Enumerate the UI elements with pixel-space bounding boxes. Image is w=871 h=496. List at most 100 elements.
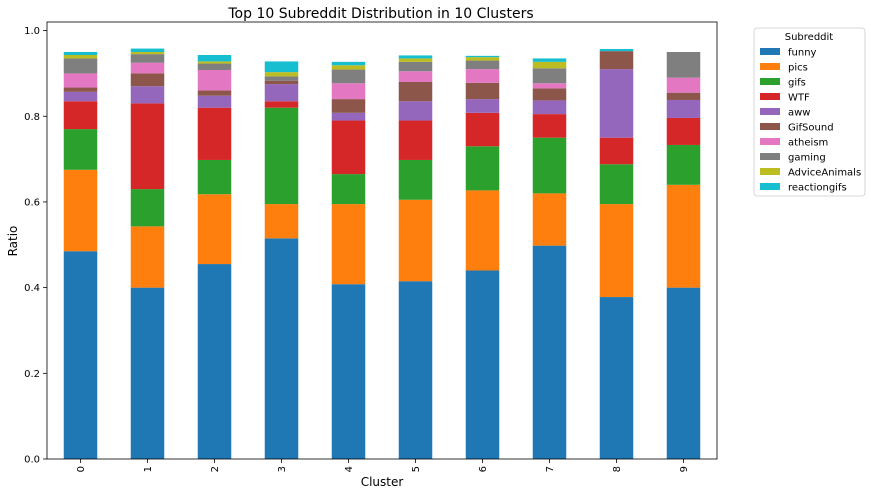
bar-segment-WTF-cluster-6 bbox=[465, 112, 500, 147]
bar-segment-gifs-cluster-2 bbox=[197, 159, 232, 195]
legend-frame bbox=[753, 27, 866, 197]
bar-segment-gaming-cluster-6 bbox=[465, 60, 500, 70]
x-tick-label: 9 bbox=[679, 466, 690, 472]
bar-segment-GifSound-cluster-6 bbox=[465, 82, 500, 100]
y-tick-label: 1.0 bbox=[24, 26, 40, 37]
bar-segment-aww-cluster-2 bbox=[197, 95, 232, 108]
x-tick-label: 8 bbox=[612, 466, 623, 472]
y-axis: 0.0 0.2 0.4 0.6 0.8 1.0 bbox=[24, 26, 47, 466]
legend-items: funny pics gifs WTF aww GifSound atheism gaming… bbox=[760, 48, 861, 194]
bar-segment-reactiongifs-cluster-7 bbox=[532, 58, 567, 62]
x-tick-label: 4 bbox=[344, 466, 355, 472]
legend-label-aww: aww bbox=[788, 108, 811, 119]
bar-segment-funny-cluster-5 bbox=[398, 281, 433, 459]
x-tick-label: 2 bbox=[210, 466, 221, 472]
bar-segment-aww-cluster-0 bbox=[63, 91, 98, 102]
chart-title: Top 10 Subreddit Distribution in 10 Clus… bbox=[227, 6, 533, 22]
bar-segment-AdviceAnimals-cluster-5 bbox=[398, 58, 433, 62]
legend-label-GifSound: GifSound bbox=[788, 123, 834, 134]
bar-segment-gifs-cluster-7 bbox=[532, 137, 567, 194]
legend-label-pics: pics bbox=[788, 63, 808, 74]
x-tick-label: 6 bbox=[478, 466, 489, 472]
bar-segment-gaming-cluster-3 bbox=[264, 76, 299, 81]
bar-segment-reactiongifs-cluster-0 bbox=[63, 51, 98, 55]
bar-segment-WTF-cluster-8 bbox=[599, 137, 634, 165]
y-tick-label: 0.4 bbox=[24, 283, 40, 294]
bar-segment-pics-cluster-3 bbox=[264, 204, 299, 239]
y-tick-label: 0.6 bbox=[24, 197, 40, 208]
x-axis-label: Cluster bbox=[361, 475, 404, 489]
bar-segment-gaming-cluster-1 bbox=[130, 54, 165, 63]
bar-segment-gaming-cluster-7 bbox=[532, 68, 567, 84]
legend-swatch-aww bbox=[760, 108, 780, 115]
legend-swatch-funny bbox=[760, 48, 780, 55]
y-axis-label: Ratio bbox=[6, 226, 20, 257]
legend-label-AdviceAnimals: AdviceAnimals bbox=[788, 168, 861, 179]
bar-segment-pics-cluster-2 bbox=[197, 194, 232, 265]
bar-segment-funny-cluster-4 bbox=[331, 284, 366, 459]
bar-segment-GifSound-cluster-8 bbox=[599, 51, 634, 70]
legend-swatch-WTF bbox=[760, 93, 780, 100]
bar-segment-reactiongifs-cluster-4 bbox=[331, 61, 366, 66]
legend-label-gifs: gifs bbox=[788, 78, 806, 89]
bar-segment-GifSound-cluster-0 bbox=[63, 87, 98, 92]
bar-segment-atheism-cluster-0 bbox=[63, 73, 98, 88]
bar-segment-atheism-cluster-1 bbox=[130, 62, 165, 74]
bar-segment-atheism-cluster-6 bbox=[465, 69, 500, 83]
bar-segment-WTF-cluster-4 bbox=[331, 120, 366, 175]
bar-segment-reactiongifs-cluster-2 bbox=[197, 54, 232, 62]
bar-segment-AdviceAnimals-cluster-1 bbox=[130, 51, 165, 55]
bar-segment-AdviceAnimals-cluster-7 bbox=[532, 61, 567, 69]
bar-segment-GifSound-cluster-5 bbox=[398, 81, 433, 102]
bar-segment-funny-cluster-7 bbox=[532, 245, 567, 459]
bar-segment-gifs-cluster-0 bbox=[63, 129, 98, 170]
bar-segment-atheism-cluster-9 bbox=[666, 77, 701, 93]
bar-segment-AdviceAnimals-cluster-4 bbox=[331, 65, 366, 70]
bar-segment-funny-cluster-0 bbox=[63, 251, 98, 459]
legend-label-atheism: atheism bbox=[788, 138, 828, 149]
bar-segment-GifSound-cluster-2 bbox=[197, 90, 232, 96]
bar-segment-reactiongifs-cluster-8 bbox=[599, 48, 634, 52]
y-tick-label: 0.8 bbox=[24, 112, 40, 123]
bar-segment-gifs-cluster-8 bbox=[599, 164, 634, 205]
bar-segment-reactiongifs-cluster-3 bbox=[264, 61, 299, 73]
bar-segment-reactiongifs-cluster-1 bbox=[130, 48, 165, 52]
bar-segment-atheism-cluster-2 bbox=[197, 69, 232, 91]
bar-segment-pics-cluster-6 bbox=[465, 190, 500, 271]
x-tick-label: 0 bbox=[76, 466, 87, 472]
bar-segment-gifs-cluster-3 bbox=[264, 107, 299, 205]
bar-segment-GifSound-cluster-1 bbox=[130, 73, 165, 87]
bar-segment-GifSound-cluster-3 bbox=[264, 80, 299, 85]
bar-segment-WTF-cluster-1 bbox=[130, 103, 165, 190]
bar-segment-WTF-cluster-0 bbox=[63, 101, 98, 130]
bar-segment-aww-cluster-8 bbox=[599, 69, 634, 138]
x-tick-label: 5 bbox=[411, 466, 422, 472]
legend: Subreddit funny pics gifs WTF aww GifSound ath… bbox=[753, 27, 866, 197]
bar-segment-GifSound-cluster-7 bbox=[532, 88, 567, 101]
legend-swatch-reactiongifs bbox=[760, 183, 780, 190]
x-tick-label: 7 bbox=[545, 466, 556, 472]
bar-segment-pics-cluster-8 bbox=[599, 204, 634, 298]
legend-swatch-atheism bbox=[760, 138, 780, 145]
y-tick-label: 0.0 bbox=[24, 455, 40, 466]
legend-swatch-GifSound bbox=[760, 123, 780, 130]
bar-segment-GifSound-cluster-4 bbox=[331, 99, 366, 113]
legend-label-gaming: gaming bbox=[788, 153, 826, 164]
bar-segment-AdviceAnimals-cluster-6 bbox=[465, 57, 500, 61]
bar-segment-gaming-cluster-0 bbox=[63, 58, 98, 74]
legend-swatch-gaming bbox=[760, 153, 780, 160]
bar-segment-gifs-cluster-1 bbox=[130, 189, 165, 227]
bar-segment-gaming-cluster-5 bbox=[398, 61, 433, 72]
bar-segment-aww-cluster-1 bbox=[130, 86, 165, 104]
bar-segment-gifs-cluster-6 bbox=[465, 146, 500, 191]
bar-segment-funny-cluster-1 bbox=[130, 287, 165, 459]
bar-segment-funny-cluster-3 bbox=[264, 238, 299, 459]
bar-segment-reactiongifs-cluster-6 bbox=[465, 55, 500, 58]
bar-segment-pics-cluster-0 bbox=[63, 169, 98, 252]
bar-segment-gifs-cluster-4 bbox=[331, 174, 366, 205]
bar-segment-gifs-cluster-9 bbox=[666, 144, 701, 185]
bar-segment-AdviceAnimals-cluster-2 bbox=[197, 61, 232, 64]
bar-segment-pics-cluster-1 bbox=[130, 226, 165, 288]
legend-label-funny: funny bbox=[788, 48, 817, 59]
